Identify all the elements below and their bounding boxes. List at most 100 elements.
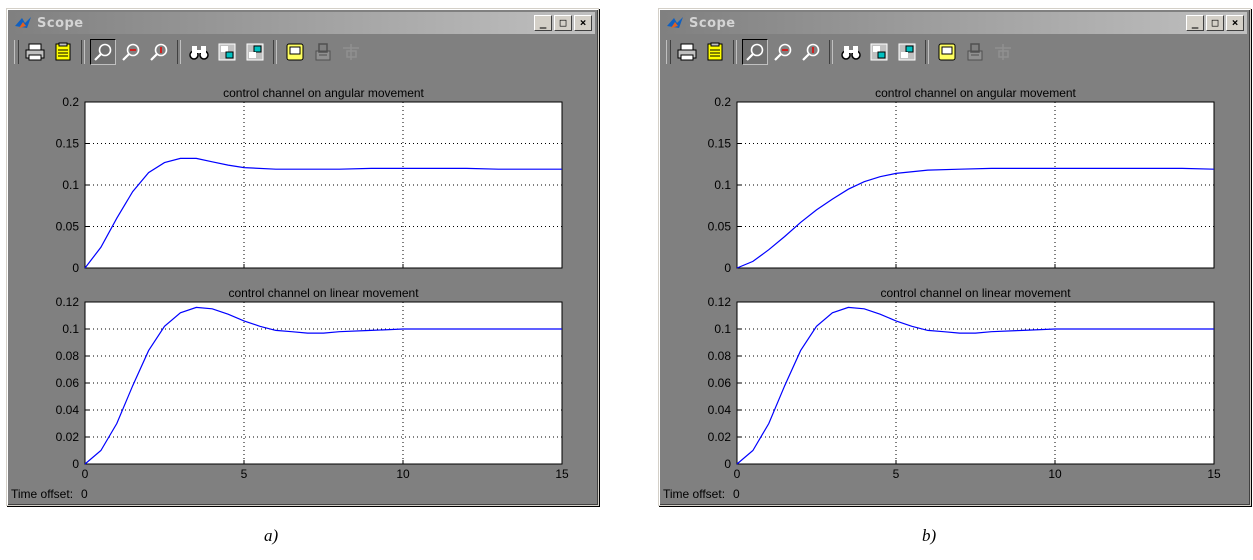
axes-angular: 0 0.05 0.1 0.15 0.2 control channel on angula… (56, 86, 563, 275)
print-button[interactable] (22, 39, 48, 65)
close-button[interactable]: × (574, 15, 592, 31)
x-tick-label: 15 (555, 467, 569, 481)
y-tick-label: 0 (724, 261, 731, 275)
save-axes-icon (870, 43, 888, 61)
trace-line (84, 157, 562, 269)
signal-selection-icon (995, 44, 1011, 60)
y-tick-label: 0.12 (708, 295, 732, 309)
plot-title: control channel on angular movement (223, 86, 424, 100)
signal-selection-button[interactable] (990, 39, 1016, 65)
toolbar-separator (829, 40, 833, 64)
x-tick-label: 15 (1207, 467, 1221, 481)
restore-axes-button[interactable] (242, 39, 268, 65)
floating-scope-icon (286, 43, 304, 61)
zoom-y-icon (150, 43, 168, 61)
title-bar[interactable]: Scope _ □ × (662, 12, 1247, 34)
signal-selection-button[interactable] (338, 39, 364, 65)
zoom-button[interactable] (742, 39, 768, 65)
simulink-icon (667, 17, 683, 28)
y-tick-label: 0.1 (62, 178, 79, 192)
scope-window-b: Scope _ □ × 0 0.05 0.1 0.1 5 0.2 control chann… (658, 8, 1251, 506)
zoom-x-icon (774, 43, 792, 61)
parameters-button[interactable] (50, 39, 76, 65)
y-tick-label: 0.06 (708, 376, 732, 390)
toolbar-separator (925, 40, 929, 64)
axes-linear: 0 0.02 0.04 0.06 0.08 0.1 0.12 0 5 10 15 control ch… (56, 286, 569, 481)
x-tick-label: 0 (734, 467, 741, 481)
toolbar-grip[interactable] (666, 40, 671, 64)
plot-title: control channel on angular movement (875, 86, 1076, 100)
restore-axes-icon (246, 43, 264, 61)
trace-line (84, 306, 562, 465)
y-tick-label: 0.08 (708, 349, 732, 363)
print-button[interactable] (674, 39, 700, 65)
x-tick-label: 10 (396, 467, 410, 481)
zoom-y-icon (802, 43, 820, 61)
axes-linear: 0 0.02 0.04 0.06 0.08 0.1 0.12 0 5 10 15 control ch… (708, 286, 1221, 481)
simulink-icon (15, 17, 31, 28)
print-icon (677, 43, 697, 61)
y-tick-label: 0.2 (714, 95, 731, 109)
trace-line (736, 167, 1215, 269)
toolbar-grip[interactable] (14, 40, 19, 64)
y-tick-label: 0.2 (62, 95, 79, 109)
lock-axes-button[interactable] (310, 39, 336, 65)
lock-axes-icon (315, 43, 331, 61)
parameters-icon (707, 42, 723, 61)
zoom-x-button[interactable] (118, 39, 144, 65)
plot-background (84, 301, 563, 465)
zoom-icon (94, 43, 112, 61)
plot-title: control channel on linear movement (228, 286, 419, 300)
x-tick-label: 5 (241, 467, 248, 481)
zoom-x-button[interactable] (770, 39, 796, 65)
toolbar (10, 36, 595, 68)
zoom-y-button[interactable] (798, 39, 824, 65)
y-tick-label: 0.05 (708, 220, 732, 234)
figure-caption-b: b) (922, 526, 937, 545)
x-tick-label: 0 (82, 467, 89, 481)
lock-axes-icon (967, 43, 983, 61)
autoscale-binoculars-button[interactable] (838, 39, 864, 65)
y-tick-label: 0.1 (62, 322, 79, 336)
lock-axes-button[interactable] (962, 39, 988, 65)
minimize-button[interactable]: _ (1186, 15, 1204, 31)
zoom-button[interactable] (90, 39, 116, 65)
autoscale-binoculars-icon (189, 46, 209, 60)
autoscale-binoculars-button[interactable] (186, 39, 212, 65)
y-tick-label: 0.04 (56, 403, 80, 417)
minimize-button[interactable]: _ (534, 15, 552, 31)
plot-title: control channel on linear movement (880, 286, 1071, 300)
x-tick-label: 10 (1048, 467, 1062, 481)
parameters-icon (55, 42, 71, 61)
axes-angular: 0 0.05 0.1 0.15 0.2 control channel on angula… (708, 86, 1215, 275)
restore-axes-button[interactable] (894, 39, 920, 65)
zoom-y-button[interactable] (146, 39, 172, 65)
autoscale-binoculars-icon (841, 46, 861, 60)
close-button[interactable]: × (1226, 15, 1244, 31)
parameters-button[interactable] (702, 39, 728, 65)
time-offset-value: 0 (81, 487, 88, 501)
time-offset-label: Time offset: (11, 487, 74, 501)
toolbar-separator (81, 40, 85, 64)
y-tick-label: 0.1 (714, 322, 731, 336)
time-offset-label: Time offset: (663, 487, 726, 501)
scope-window-a: Scope _ □ × 0 0.05 0.1 0.15 0.2 control chann… (6, 8, 599, 506)
y-tick-label: 0.1 (714, 178, 731, 192)
title-bar[interactable]: Scope _ □ × (10, 12, 595, 34)
save-axes-icon (218, 43, 236, 61)
y-tick-label: 0.02 (708, 430, 732, 444)
window-title: Scope (37, 15, 84, 31)
save-axes-button[interactable] (214, 39, 240, 65)
zoom-icon (746, 43, 764, 61)
floating-scope-button[interactable] (282, 39, 308, 65)
print-icon (25, 43, 45, 61)
save-axes-button[interactable] (866, 39, 892, 65)
floating-scope-button[interactable] (934, 39, 960, 65)
y-tick-label: 0.04 (708, 403, 732, 417)
x-tick-label: 5 (893, 467, 900, 481)
y-tick-label: 0 (72, 457, 79, 471)
maximize-button[interactable]: □ (554, 15, 572, 31)
y-tick-label: 0.15 (56, 137, 80, 151)
maximize-button[interactable]: □ (1206, 15, 1224, 31)
